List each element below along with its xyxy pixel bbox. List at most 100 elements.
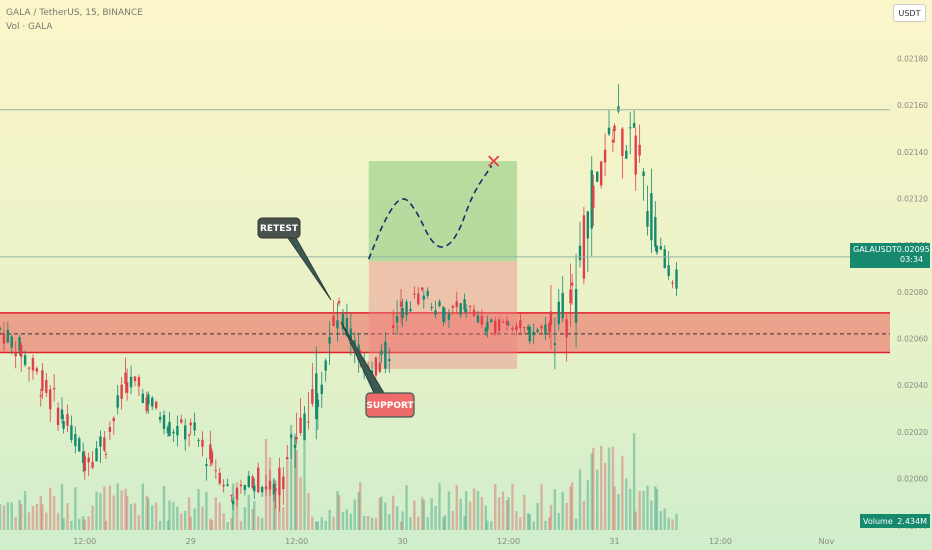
volume-bar	[362, 516, 366, 530]
candle-body	[553, 343, 557, 346]
volume-bar	[129, 504, 133, 530]
volume-bar	[391, 495, 395, 530]
candle-body	[528, 326, 531, 342]
candle-body	[359, 350, 362, 354]
volume-bar	[315, 521, 318, 530]
candle-body	[197, 440, 200, 442]
volume-bar	[480, 497, 484, 530]
candle-body	[484, 328, 487, 332]
volume-bar	[590, 453, 593, 530]
candle-body	[289, 434, 293, 438]
candle-body	[617, 106, 620, 112]
candle-body	[19, 345, 23, 357]
volume-bar	[519, 517, 522, 530]
volume-bar	[540, 484, 543, 530]
volume-bar	[357, 492, 360, 530]
candle-body	[464, 309, 468, 312]
volume-bar	[324, 520, 327, 530]
volume-bar	[320, 517, 323, 530]
candle-body	[490, 319, 493, 322]
volume-bar	[316, 521, 320, 530]
candle-body	[253, 485, 256, 492]
candle-body	[442, 306, 445, 322]
volume-bar	[374, 518, 378, 530]
volume-bar	[52, 496, 56, 530]
candle-body	[405, 301, 408, 316]
candle-body	[231, 500, 235, 505]
volume-bar	[184, 510, 187, 530]
candle-body	[293, 444, 297, 448]
candle-body	[413, 293, 416, 295]
volume-bar	[671, 519, 674, 530]
volume-bar	[526, 513, 530, 530]
volume-bar	[137, 515, 141, 530]
candle-body	[548, 323, 551, 332]
retest-callout-box	[257, 217, 301, 239]
volume-bar	[257, 516, 260, 530]
candle-body	[251, 476, 254, 489]
candle-body	[264, 486, 268, 490]
candle-body	[116, 395, 119, 408]
volume-bar	[307, 493, 310, 530]
volume-bar	[438, 483, 441, 530]
y-tick-label: 0.02180	[897, 54, 928, 63]
volume-bar	[66, 503, 69, 530]
candle-body	[388, 359, 391, 362]
candle-body	[486, 321, 489, 330]
candle-body	[505, 320, 509, 325]
candle-body	[6, 329, 10, 343]
volume-bar	[565, 502, 568, 530]
volume-bar	[536, 502, 539, 530]
candle-body	[35, 368, 39, 372]
candle-body	[91, 461, 94, 468]
x-tick-label: Nov	[819, 537, 835, 546]
volume-bar	[548, 517, 551, 530]
volume-bar	[108, 485, 112, 530]
volume-bar	[413, 500, 416, 530]
volume-bar	[349, 513, 353, 530]
candle-body	[299, 417, 302, 433]
candle-body	[596, 171, 599, 182]
candle-body	[497, 319, 501, 331]
candle-body	[201, 439, 204, 447]
volume-bar	[434, 505, 437, 530]
candle-body	[14, 352, 17, 357]
candle-body	[349, 328, 353, 345]
price-badge-symbol: GALAUSDT	[853, 245, 897, 254]
currency-button[interactable]: USDT	[893, 4, 926, 22]
volume-bar	[443, 515, 447, 530]
candle-body	[274, 488, 277, 492]
volume-bar	[336, 491, 339, 530]
candle-body	[634, 135, 637, 175]
candle-body	[214, 470, 218, 472]
volume-bar	[455, 484, 458, 530]
candle-body	[621, 128, 624, 156]
volume-bar	[515, 511, 518, 530]
volume-bar	[210, 519, 214, 530]
volume-bar	[81, 516, 85, 530]
candle-body	[536, 329, 539, 332]
volume-bar	[251, 508, 254, 530]
candle-body	[151, 397, 154, 407]
volume-bar	[176, 506, 179, 530]
volume-bar	[286, 460, 289, 530]
candle-body	[599, 161, 603, 186]
volume-bar	[39, 496, 42, 530]
candle-body	[378, 362, 382, 372]
volume-bar	[430, 498, 433, 530]
volume-bar	[147, 498, 150, 530]
candle-body	[145, 397, 148, 412]
candle-body	[582, 215, 586, 279]
volume-bar	[197, 488, 200, 530]
candle-body	[332, 316, 335, 326]
candle-body	[401, 307, 404, 319]
volume-bar	[464, 491, 468, 530]
candle-body	[180, 419, 183, 423]
candle-body	[646, 211, 649, 227]
volume-bar	[341, 512, 345, 530]
candle-body	[307, 421, 310, 423]
candle-body	[501, 321, 505, 323]
volume-bar	[120, 490, 123, 530]
